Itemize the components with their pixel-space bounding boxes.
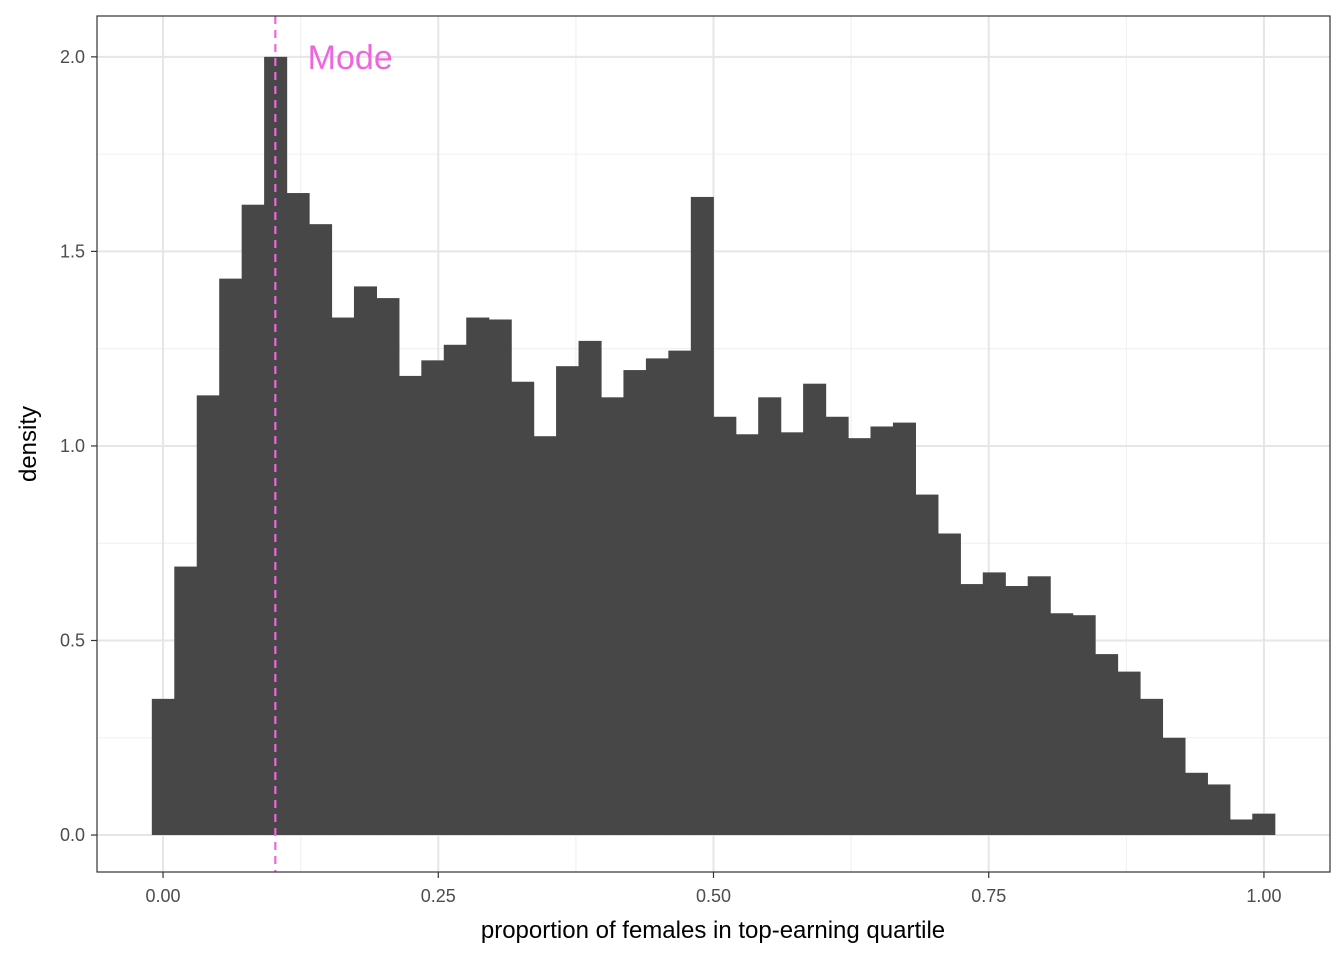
histogram-bar: [713, 416, 737, 836]
histogram-bar: [1139, 698, 1164, 836]
x-tick-label: 0.00: [146, 886, 181, 906]
histogram-bar: [803, 383, 827, 836]
y-tick-label: 1.0: [60, 436, 85, 456]
histogram-bar: [1050, 613, 1074, 836]
histogram-bar: [286, 193, 310, 836]
histogram-bar: [196, 395, 220, 836]
y-tick-label: 2.0: [60, 47, 85, 67]
y-tick-label: 0.0: [60, 825, 85, 845]
histogram-bar: [1072, 615, 1096, 836]
histogram-bar: [668, 350, 692, 836]
histogram-bar: [443, 344, 467, 836]
y-tick-label: 1.5: [60, 241, 85, 261]
histogram-bar: [578, 340, 602, 836]
histogram-bar: [1252, 813, 1276, 836]
histogram-bar: [511, 381, 535, 836]
histogram-bar: [1117, 671, 1141, 836]
x-axis: 0.00 0.25 0.50 0.75 1.00: [146, 872, 1281, 906]
histogram-bar: [309, 224, 333, 836]
mode-annotation: Mode: [308, 39, 393, 77]
histogram-bar: [488, 319, 512, 836]
histogram-bar: [825, 416, 849, 836]
histogram-bar: [353, 286, 378, 836]
histogram-bar: [892, 422, 917, 836]
histogram-bar: [421, 360, 445, 836]
histogram-bar: [556, 366, 580, 836]
x-tick-label: 1.00: [1246, 886, 1281, 906]
mode-marker: Mode: [274, 16, 393, 872]
y-tick-label: 0.5: [60, 630, 85, 650]
histogram-bar: [780, 432, 804, 836]
histogram-bar: [870, 426, 894, 836]
histogram-bar: [241, 204, 265, 836]
histogram-bar: [600, 397, 625, 836]
histogram-bar: [376, 298, 400, 836]
histogram-bar: [960, 584, 984, 836]
y-axis: 0.0 0.5 1.0 1.5 2.0: [60, 47, 97, 845]
histogram-bar: [982, 572, 1006, 836]
histogram-bar: [690, 196, 714, 836]
x-axis-title: proportion of females in top-earning qua…: [481, 917, 945, 944]
histogram-bar: [1207, 784, 1231, 836]
histogram-bar: [264, 56, 288, 836]
histogram-bar: [623, 370, 647, 836]
histogram-bar: [735, 434, 759, 836]
histogram-bar: [1005, 586, 1029, 836]
x-tick-label: 0.25: [421, 886, 456, 906]
histogram-bar: [151, 698, 175, 836]
histogram-bar: [466, 317, 490, 836]
x-tick-label: 0.50: [696, 886, 731, 906]
histogram-bar: [758, 397, 782, 836]
histogram-bar: [219, 278, 243, 836]
histogram-bar: [1162, 737, 1186, 836]
histogram-bar: [1229, 819, 1253, 836]
histogram-bar: [645, 358, 669, 836]
histogram-bar: [331, 317, 355, 836]
histogram-bars: [151, 56, 1276, 836]
histogram-bar: [533, 436, 557, 836]
histogram-bar: [848, 438, 872, 836]
histogram-bar: [398, 375, 422, 836]
histogram-bar: [915, 494, 939, 836]
x-tick-label: 0.75: [971, 886, 1006, 906]
histogram-bar: [1027, 576, 1051, 836]
histogram-bar: [1095, 654, 1119, 836]
y-axis-title: density: [15, 406, 42, 482]
histogram-bar: [1184, 772, 1208, 836]
histogram-bar: [937, 533, 961, 836]
histogram-bar: [174, 566, 198, 836]
